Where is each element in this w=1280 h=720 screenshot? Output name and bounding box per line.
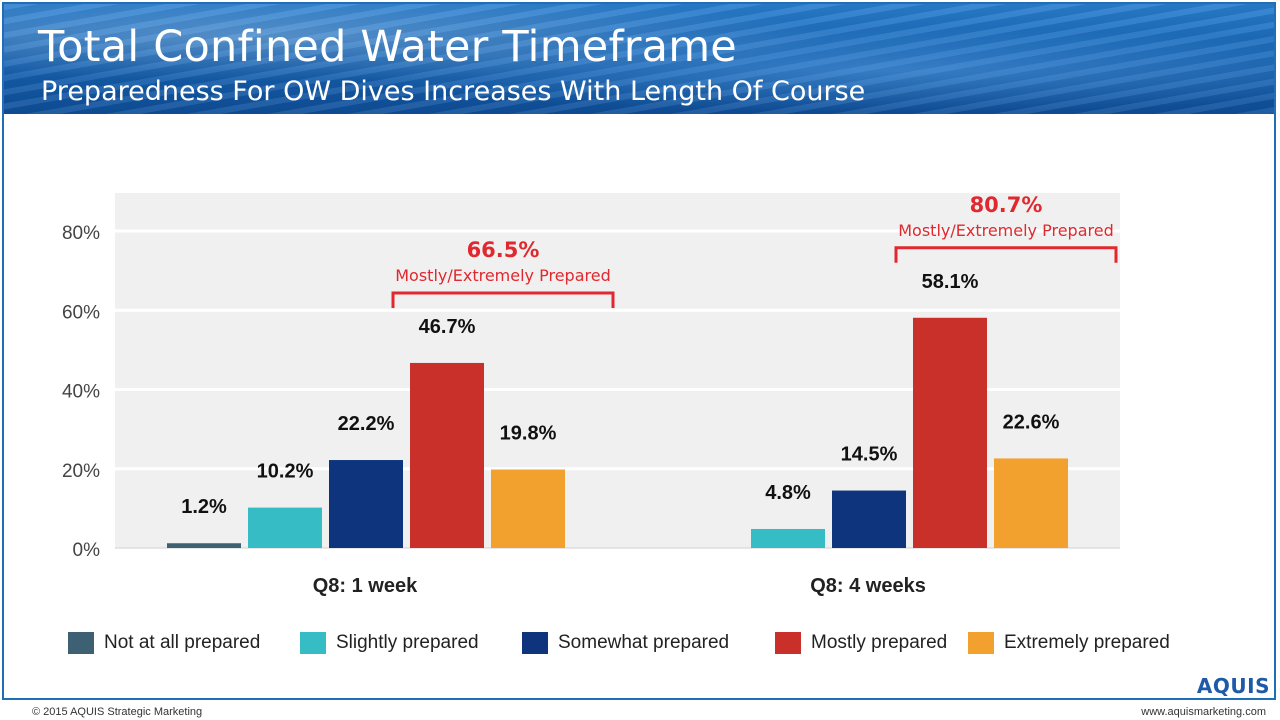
x-tick-label: Q8: 4 weeks xyxy=(810,575,926,597)
slide-frame xyxy=(2,2,1276,700)
y-tick-label: 20% xyxy=(62,461,100,482)
bar xyxy=(751,528,825,548)
data-label: 58.1% xyxy=(922,271,979,293)
aquis-logo: AQUIS xyxy=(1196,674,1270,698)
data-label: 1.2% xyxy=(181,496,227,518)
data-label: 10.2% xyxy=(257,461,314,483)
y-tick-label: 60% xyxy=(62,302,100,323)
annotation-bracket xyxy=(391,291,615,308)
legend-label: Extremely prepared xyxy=(1004,632,1170,653)
bar xyxy=(167,543,241,548)
legend-item: Mostly prepared xyxy=(775,628,947,658)
chart-legend: Not at all prepared Slightly prepared Some… xyxy=(68,628,1198,658)
bar xyxy=(491,469,565,548)
annotation-label: Mostly/Extremely Prepared xyxy=(898,221,1113,240)
annotation-value: 80.7% xyxy=(970,193,1043,217)
y-tick-label: 0% xyxy=(73,540,101,561)
legend-item: Slightly prepared xyxy=(300,628,479,658)
legend-item: Not at all prepared xyxy=(68,628,260,658)
data-label: 22.6% xyxy=(1003,411,1060,433)
bar xyxy=(832,490,906,548)
legend-swatch xyxy=(522,632,548,654)
legend-label: Not at all prepared xyxy=(104,632,261,653)
y-tick-label: 40% xyxy=(62,382,100,403)
legend-swatch xyxy=(300,632,326,654)
data-label: 14.5% xyxy=(841,444,898,466)
data-label: 22.2% xyxy=(338,413,395,435)
legend-swatch xyxy=(775,632,801,654)
slide-title: Total Confined Water Timeframe xyxy=(38,22,737,72)
data-label: 4.8% xyxy=(765,482,811,504)
annotation-value: 66.5% xyxy=(467,238,540,262)
legend-swatch xyxy=(68,632,94,654)
legend-label: Mostly prepared xyxy=(811,632,948,653)
legend-label: Slightly prepared xyxy=(336,632,479,653)
bar xyxy=(410,362,484,548)
annotation-bracket xyxy=(894,246,1118,263)
copyright-text: © 2015 AQUIS Strategic Marketing xyxy=(32,706,203,718)
annotation-label: Mostly/Extremely Prepared xyxy=(395,266,610,285)
legend-label: Somewhat prepared xyxy=(558,632,730,653)
header-banner: Total Confined Water Timeframe Preparedn… xyxy=(4,4,1276,114)
y-tick-label: 80% xyxy=(62,223,100,244)
x-tick-label: Q8: 1 week xyxy=(313,575,418,597)
bar xyxy=(248,507,322,548)
data-label: 46.7% xyxy=(419,316,476,338)
legend-item: Extremely prepared xyxy=(968,628,1170,658)
website-link[interactable]: www.aquismarketing.com xyxy=(1141,706,1266,718)
bar xyxy=(913,317,987,548)
slide-subtitle: Preparedness For OW Dives Increases With… xyxy=(41,76,866,107)
bar xyxy=(994,458,1068,548)
legend-swatch xyxy=(968,632,994,654)
data-label: 19.8% xyxy=(500,423,557,445)
legend-item: Somewhat prepared xyxy=(522,628,729,658)
bar xyxy=(329,460,403,548)
